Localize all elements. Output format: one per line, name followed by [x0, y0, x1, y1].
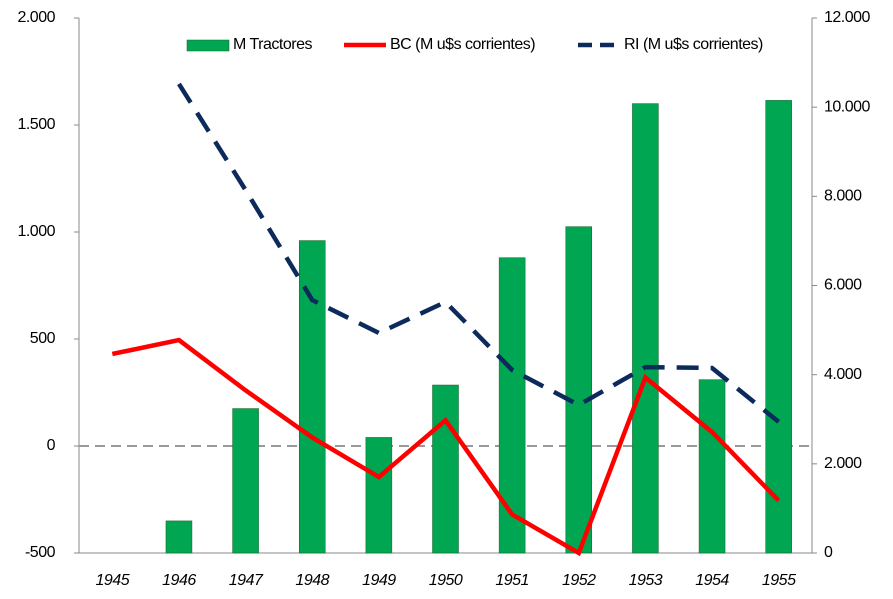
legend-label: BC (M u$s corrientes): [390, 36, 535, 53]
line: [177, 82, 781, 424]
x-tick-label: 1953: [629, 572, 663, 589]
y-tick-label: 500: [30, 330, 56, 347]
x-tick-label: 1955: [762, 572, 796, 589]
y2-tick-label: 4.000: [824, 366, 862, 383]
bar: [298, 240, 326, 554]
x-tick-label: 1945: [96, 572, 130, 589]
x-tick-label: 1947: [229, 572, 264, 589]
y2-tick-label: 0: [824, 544, 833, 561]
bar: [365, 437, 393, 554]
legend-label: M Tractores: [233, 36, 312, 53]
y-tick-label: 1.000: [17, 223, 55, 240]
bar: [632, 103, 659, 554]
bar: [765, 100, 792, 554]
x-tick-label: 1951: [495, 572, 529, 589]
y2-tick-label: 12.000: [824, 9, 871, 26]
bar: [565, 226, 593, 554]
bar: [432, 384, 459, 554]
bar: [698, 379, 726, 554]
x-tick-label: 1954: [695, 572, 729, 589]
y-tick-label: 0: [47, 437, 56, 454]
x-tick-label: 1946: [162, 572, 196, 589]
y2-tick-label: 6.000: [824, 277, 862, 294]
x-tick-label: 1950: [429, 572, 463, 589]
bar: [232, 408, 259, 554]
x-tick-label: 1952: [562, 572, 596, 589]
bar: [498, 257, 526, 554]
y2-tick-label: 10.000: [824, 98, 871, 115]
x-tick-label: 1948: [295, 572, 329, 589]
line: [111, 337, 781, 557]
y2-tick-label: 8.000: [824, 188, 862, 205]
y2-tick-label: 2.000: [824, 455, 862, 472]
y-tick-label: 2.000: [17, 9, 55, 26]
y-tick-label: 1.500: [17, 116, 55, 133]
bar: [165, 520, 193, 554]
legend-swatch: [186, 39, 230, 52]
x-tick-label: 1949: [362, 572, 396, 589]
legend-label: RI (M u$s corrientes): [624, 36, 763, 53]
y-tick-label: -500: [25, 544, 56, 561]
